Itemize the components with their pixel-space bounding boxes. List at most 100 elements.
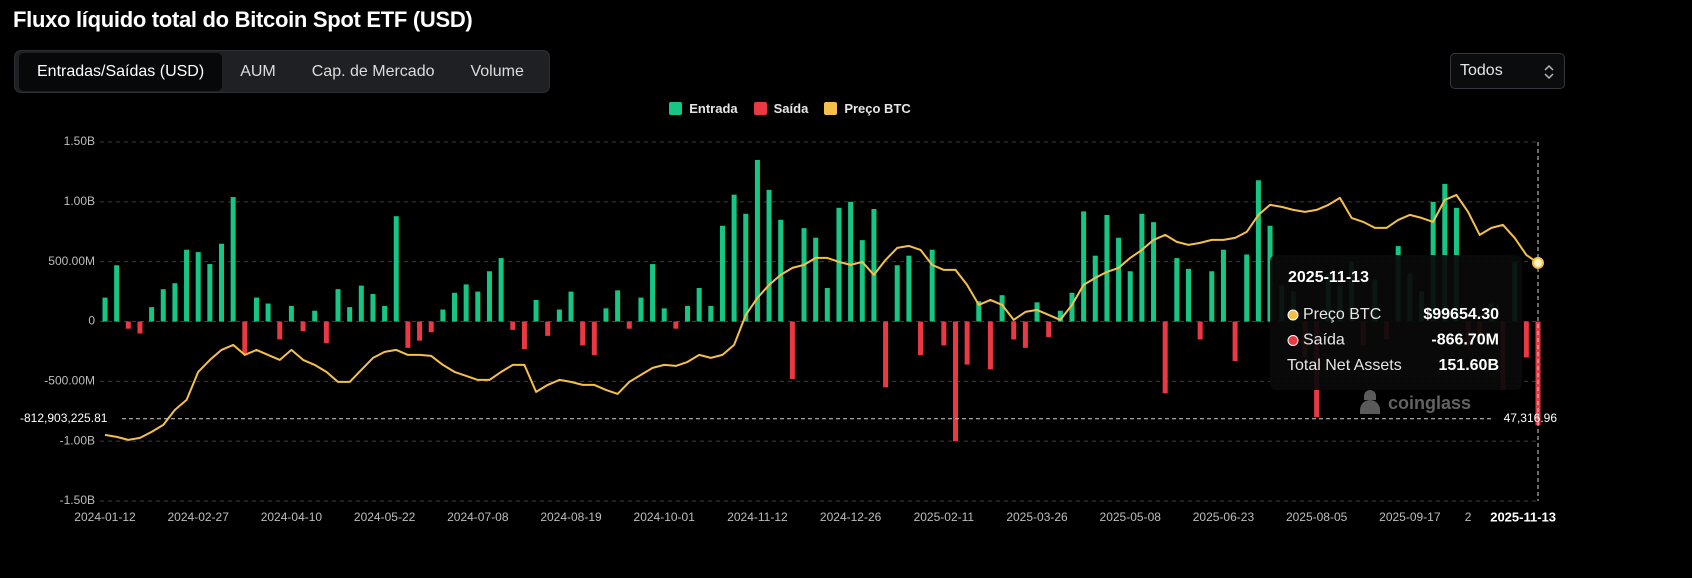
bar xyxy=(871,209,877,322)
x-tick-label: 2 xyxy=(1465,510,1472,524)
bar xyxy=(428,321,434,333)
legend-item: Entrada xyxy=(669,101,738,116)
bar xyxy=(160,289,166,322)
bar xyxy=(1046,321,1052,338)
bar xyxy=(801,228,807,322)
legend-swatch xyxy=(753,102,767,115)
tooltip: 2025-11-13 Preço BTC $99654.30 Saída -866.70… xyxy=(1270,255,1522,390)
x-tick-label: 2025-11-13 xyxy=(1490,509,1556,524)
bar xyxy=(731,194,737,322)
bar xyxy=(405,321,411,348)
bar xyxy=(486,271,492,322)
bar xyxy=(615,290,621,322)
y-tick-label: -500.00M xyxy=(44,374,95,388)
x-tick-label: 2024-01-12 xyxy=(74,510,136,524)
x-tick-label: 2024-04-10 xyxy=(261,510,323,524)
bar xyxy=(1057,310,1063,322)
bar xyxy=(545,321,551,336)
bar xyxy=(172,283,178,322)
page-title: Fluxo líquido total do Bitcoin Spot ETF … xyxy=(13,7,473,32)
bar xyxy=(323,321,329,344)
bar xyxy=(149,307,155,322)
bar xyxy=(766,189,772,322)
bar xyxy=(1197,321,1203,340)
crosshair-y2-label: 47,316.96 xyxy=(1504,411,1558,425)
tooltip-label: Preço BTC xyxy=(1303,306,1381,323)
bar xyxy=(789,321,795,379)
range-select[interactable]: Todos xyxy=(1450,53,1565,89)
bar xyxy=(568,291,574,322)
x-tick-label: 2024-05-22 xyxy=(354,510,416,524)
bar xyxy=(312,310,318,322)
legend-swatch xyxy=(669,102,683,115)
bar xyxy=(929,249,935,322)
tooltip-dot xyxy=(1287,335,1299,346)
bar xyxy=(393,216,399,322)
bar xyxy=(277,321,283,340)
bar xyxy=(813,237,819,322)
bar xyxy=(603,308,609,322)
bar xyxy=(288,305,294,322)
x-tick-label: 2025-05-08 xyxy=(1100,510,1162,524)
x-tick-label: 2025-02-11 xyxy=(914,510,975,524)
bar xyxy=(906,255,912,322)
bar xyxy=(1255,180,1261,322)
bar xyxy=(580,321,586,346)
x-tick-label: 2024-11-12 xyxy=(727,510,788,524)
bar xyxy=(475,291,481,322)
chevron-icon xyxy=(1544,64,1554,80)
bar xyxy=(452,292,458,322)
bar xyxy=(650,264,656,322)
bar xyxy=(708,305,714,322)
bar xyxy=(358,285,364,322)
bar xyxy=(1022,321,1028,348)
tab[interactable]: Volume xyxy=(470,62,524,80)
tooltip-dot xyxy=(1287,309,1299,321)
bar xyxy=(253,297,259,322)
bar xyxy=(498,258,504,322)
bar xyxy=(347,307,353,322)
bar xyxy=(335,289,341,322)
bar xyxy=(918,321,924,356)
bar xyxy=(370,293,376,322)
bar xyxy=(521,321,527,350)
bar xyxy=(685,305,691,322)
bar xyxy=(1116,237,1122,322)
bar xyxy=(987,321,993,370)
bar xyxy=(533,299,539,322)
tab[interactable]: Entradas/Saídas (USD) xyxy=(19,52,223,91)
bar xyxy=(1523,321,1529,358)
bar xyxy=(195,252,201,322)
x-tick-label: 2024-02-27 xyxy=(168,510,230,524)
y-tick-label: 1.00B xyxy=(64,194,95,208)
bar xyxy=(219,243,225,322)
bar xyxy=(1081,211,1087,322)
bar xyxy=(1069,292,1075,322)
bar xyxy=(265,303,271,322)
x-tick-label: 2025-09-17 xyxy=(1379,510,1441,524)
bar xyxy=(1127,271,1133,322)
bar xyxy=(1011,321,1017,340)
tab[interactable]: Cap. de Mercado xyxy=(311,62,435,80)
bar xyxy=(743,213,749,322)
bar xyxy=(1151,222,1157,322)
legend-label: Saída xyxy=(773,101,809,116)
crosshair-y-label: -812,903,225.81 xyxy=(20,411,108,425)
tooltip-value: $99654.30 xyxy=(1423,306,1499,323)
bar xyxy=(114,265,120,322)
bar xyxy=(1092,255,1098,322)
bar xyxy=(463,284,469,322)
x-tick-label: 2025-08-05 xyxy=(1286,510,1348,524)
bar xyxy=(417,321,423,341)
x-tick-label: 2024-10-01 xyxy=(634,510,696,524)
tab[interactable]: AUM xyxy=(240,62,276,80)
bar xyxy=(894,265,900,322)
y-tick-label: -1.00B xyxy=(60,433,95,447)
bar xyxy=(661,308,667,322)
bar xyxy=(1034,302,1040,322)
bar xyxy=(848,201,854,322)
bar xyxy=(673,321,679,329)
bar xyxy=(1244,254,1250,322)
